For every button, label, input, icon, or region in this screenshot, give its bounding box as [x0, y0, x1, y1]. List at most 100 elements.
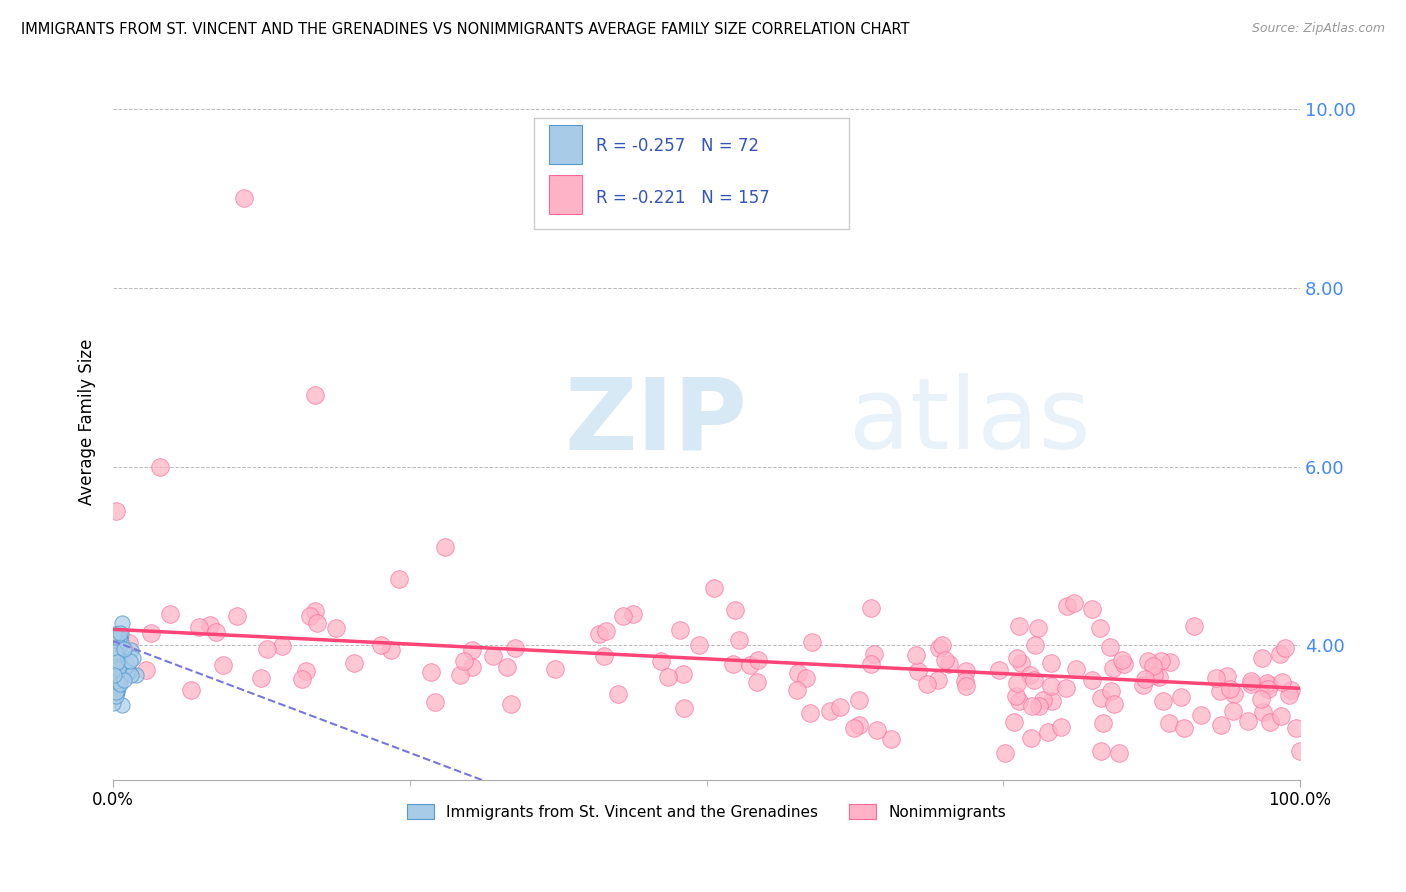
Point [931, 638, 953, 652]
Point [120, 643, 142, 657]
Point [103, 654, 125, 668]
Point [104, 666, 127, 681]
Point [938, 657, 960, 671]
Point [149, 459, 172, 474]
Point [1209, 683, 1232, 698]
Point [105, 655, 128, 669]
Point [1098, 640, 1121, 655]
Point [904, 648, 927, 663]
Point [104, 631, 127, 645]
Point [1063, 595, 1085, 609]
Point [388, 572, 411, 586]
Point [1133, 672, 1156, 686]
Point [1056, 599, 1078, 614]
Point [1250, 691, 1272, 706]
Point [1021, 698, 1043, 713]
Point [110, 635, 132, 649]
Point [110, 627, 132, 641]
Point [786, 683, 808, 698]
Point [1251, 651, 1274, 665]
Point [115, 665, 138, 679]
Point [105, 666, 128, 681]
Text: IMMIGRANTS FROM ST. VINCENT AND THE GRENADINES VS NONIMMIGRANTS AVERAGE FAMILY S: IMMIGRANTS FROM ST. VINCENT AND THE GREN… [21, 22, 910, 37]
Point [420, 665, 443, 679]
Point [592, 648, 614, 663]
Point [848, 717, 870, 731]
Point [1112, 657, 1135, 671]
Point [1270, 708, 1292, 723]
Point [1189, 708, 1212, 723]
Point [1090, 744, 1112, 758]
Point [657, 670, 679, 684]
Point [103, 668, 125, 682]
Point [1236, 714, 1258, 729]
Point [955, 680, 977, 694]
Point [1036, 725, 1059, 739]
Point [105, 684, 128, 698]
Point [103, 660, 125, 674]
Point [120, 668, 142, 682]
Point [105, 684, 128, 698]
Point [934, 653, 956, 667]
Point [1285, 721, 1308, 735]
Point [1279, 683, 1302, 698]
Point [101, 657, 124, 672]
Point [1002, 715, 1025, 730]
Point [544, 662, 567, 676]
Point [830, 700, 852, 714]
Point [105, 663, 128, 677]
Point [1099, 684, 1122, 698]
Point [112, 641, 135, 656]
Point [669, 623, 692, 637]
Point [294, 664, 316, 678]
Point [907, 664, 929, 678]
Point [1142, 659, 1164, 673]
Point [118, 636, 141, 650]
Point [955, 665, 977, 679]
Point [1173, 721, 1195, 735]
Point [103, 668, 125, 682]
Point [1257, 682, 1279, 697]
Point [104, 504, 127, 518]
Point [1102, 661, 1125, 675]
Point [271, 639, 294, 653]
Point [673, 701, 696, 715]
Point [1104, 697, 1126, 711]
Point [1240, 676, 1263, 690]
Point [110, 670, 132, 684]
Point [688, 638, 710, 652]
Point [1050, 720, 1073, 734]
Point [495, 660, 517, 674]
Point [105, 678, 128, 692]
Point [1184, 618, 1206, 632]
Point [745, 675, 768, 690]
Point [105, 648, 128, 662]
Point [449, 668, 471, 682]
Point [103, 648, 125, 663]
Point [1022, 673, 1045, 687]
Point [110, 672, 132, 686]
Point [304, 388, 326, 402]
Point [307, 615, 329, 630]
Point [1111, 653, 1133, 667]
Point [103, 650, 125, 665]
Point [1005, 689, 1028, 703]
Point [425, 695, 447, 709]
Point [120, 654, 142, 668]
Text: ZIP: ZIP [564, 374, 747, 470]
Point [1026, 621, 1049, 635]
Point [1258, 715, 1281, 730]
FancyBboxPatch shape [548, 175, 582, 214]
Point [842, 721, 865, 735]
Point [740, 657, 762, 672]
Y-axis label: Average Family Size: Average Family Size [79, 339, 96, 505]
Point [863, 647, 886, 661]
Point [728, 633, 751, 648]
Point [1136, 654, 1159, 668]
Point [1274, 640, 1296, 655]
Point [621, 607, 644, 621]
Point [1223, 687, 1246, 701]
Point [1271, 674, 1294, 689]
Point [1256, 675, 1278, 690]
Point [1219, 682, 1241, 697]
